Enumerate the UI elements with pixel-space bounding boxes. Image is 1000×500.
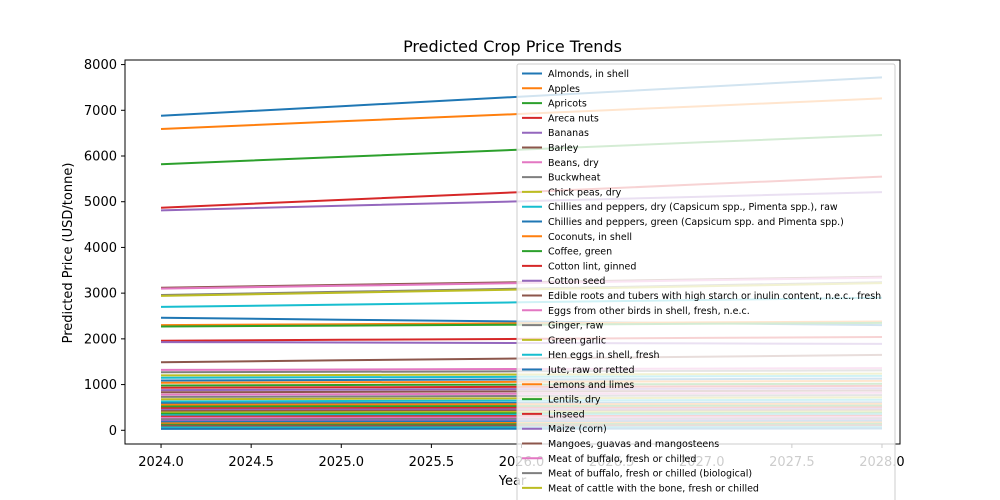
y-tick-label: 0 xyxy=(109,424,117,439)
legend-entry: Edible roots and tubers with high starch… xyxy=(548,291,881,302)
legend-entry: Lentils, dry xyxy=(548,395,601,406)
x-tick-label: 2025.5 xyxy=(409,455,455,470)
legend-entry: Jute, raw or retted xyxy=(547,365,635,376)
legend-box xyxy=(516,63,896,500)
legend-entry: Chillies and peppers, green (Capsicum sp… xyxy=(548,217,844,228)
legend-entry: Eggs from other birds in shell, fresh, n… xyxy=(548,306,750,317)
legend-entry: Maize (corn) xyxy=(548,424,607,435)
legend-entry: Almonds, in shell xyxy=(548,69,629,80)
legend-entry: Hen eggs in shell, fresh xyxy=(548,350,660,361)
legend-entry: Lemons and limes xyxy=(548,380,634,391)
legend-entry: Chick peas, dry xyxy=(548,187,622,198)
y-tick-label: 5000 xyxy=(84,195,117,210)
y-tick-label: 3000 xyxy=(84,287,117,302)
y-tick-label: 6000 xyxy=(84,150,117,165)
legend-entry: Barley xyxy=(548,143,579,154)
legend-entry: Buckwheat xyxy=(548,173,601,184)
legend-entry: Apricots xyxy=(548,99,587,110)
y-tick-label: 8000 xyxy=(84,58,117,73)
chart-title: Predicted Crop Price Trends xyxy=(403,37,622,56)
plot-frame xyxy=(124,59,901,445)
y-tick-label: 2000 xyxy=(84,332,117,347)
x-tick-label: 2025.0 xyxy=(319,455,365,470)
x-tick-label: 2024.5 xyxy=(228,455,274,470)
legend-entry: Linseed xyxy=(548,409,585,420)
legend-entry: Meat of cattle with the bone, fresh or c… xyxy=(548,483,759,494)
legend-entry: Chillies and peppers, dry (Capsicum spp.… xyxy=(548,202,838,213)
y-tick-label: 7000 xyxy=(84,104,117,119)
legend-entry: Beans, dry xyxy=(548,158,599,169)
legend-entry: Meat of buffalo, fresh or chilled xyxy=(548,454,696,465)
y-tick-label: 1000 xyxy=(84,378,117,393)
legend-entry: Meat of buffalo, fresh or chilled (biolo… xyxy=(548,469,752,480)
legend-entry: Areca nuts xyxy=(548,113,599,124)
legend: Almonds, in shell Apples Apricots Areca nut… xyxy=(516,63,896,500)
y-axis-label: Predicted Price (USD/tonne) xyxy=(61,163,76,344)
legend-entry: Green garlic xyxy=(548,335,606,346)
legend-entry: Coconuts, in shell xyxy=(548,232,632,243)
legend-entry: Mangoes, guavas and mangosteens xyxy=(548,439,719,450)
legend-entry: Apples xyxy=(548,84,580,95)
legend-entry: Ginger, raw xyxy=(548,321,604,332)
x-tick-label: 2024.0 xyxy=(138,455,184,470)
legend-entry: Cotton lint, ginned xyxy=(548,261,636,272)
legend-entry: Cotton seed xyxy=(548,276,605,287)
legend-entry: Coffee, green xyxy=(548,247,612,258)
y-tick-label: 4000 xyxy=(84,241,117,256)
legend-entry: Bananas xyxy=(548,128,589,139)
